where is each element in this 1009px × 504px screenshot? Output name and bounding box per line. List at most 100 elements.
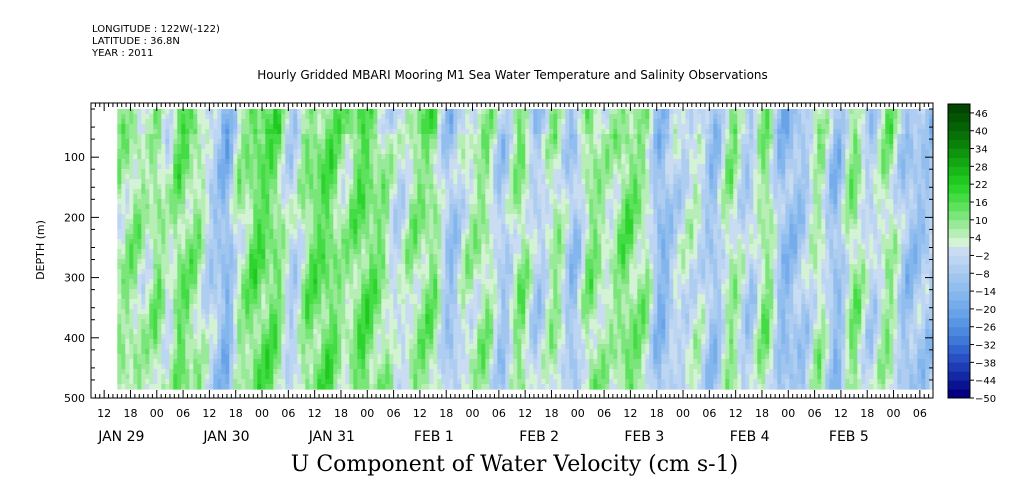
heatmap-cell	[161, 144, 166, 150]
heatmap-cell	[281, 384, 286, 390]
heatmap-cell	[305, 374, 310, 380]
heatmap-cell	[225, 229, 230, 235]
heatmap-cell	[345, 134, 350, 140]
heatmap-cell	[425, 334, 430, 340]
heatmap-cell	[453, 364, 458, 370]
heatmap-cell	[381, 229, 386, 235]
heatmap-cell	[193, 319, 198, 325]
heatmap-cell	[185, 294, 190, 300]
heatmap-cell	[309, 329, 314, 335]
heatmap-cell	[401, 139, 406, 145]
heatmap-cell	[333, 379, 338, 385]
heatmap-cell	[129, 299, 134, 305]
heatmap-cell	[413, 374, 418, 380]
heatmap-cell	[225, 344, 230, 350]
heatmap-cell	[337, 139, 342, 145]
heatmap-cell	[373, 249, 378, 255]
heatmap-cell	[381, 114, 386, 120]
heatmap-cell	[141, 154, 146, 160]
heatmap-cell	[441, 309, 446, 315]
heatmap-cell	[405, 134, 410, 140]
heatmap-cell	[217, 124, 222, 130]
heatmap-cell	[309, 374, 314, 380]
heatmap-cell	[317, 364, 322, 370]
heatmap-cell	[145, 174, 150, 180]
heatmap-cell	[237, 244, 242, 250]
heatmap-cell	[261, 199, 266, 205]
heatmap-cell	[157, 374, 162, 380]
heatmap-cell	[265, 274, 270, 280]
heatmap-cell	[313, 139, 318, 145]
heatmap-cell	[429, 359, 434, 365]
heatmap-cell	[125, 244, 130, 250]
heatmap-cell	[217, 234, 222, 240]
heatmap-cell	[137, 109, 142, 115]
heatmap-cell	[125, 229, 130, 235]
heatmap-cell	[409, 274, 414, 280]
heatmap-cell	[129, 359, 134, 365]
heatmap-cell	[201, 289, 206, 295]
heatmap-cell	[301, 164, 306, 170]
heatmap-cell	[297, 249, 302, 255]
heatmap-cell	[441, 359, 446, 365]
heatmap-cell	[185, 199, 190, 205]
heatmap-cell	[305, 179, 310, 185]
heatmap-cell	[197, 379, 202, 385]
heatmap-cell	[177, 359, 182, 365]
heatmap-cell	[385, 304, 390, 310]
heatmap-cell	[225, 364, 230, 370]
heatmap-cell	[437, 174, 442, 180]
heatmap-cell	[213, 149, 218, 155]
heatmap-cell	[377, 164, 382, 170]
heatmap-cell	[389, 124, 394, 130]
heatmap-cell	[189, 169, 194, 175]
heatmap-cell	[213, 134, 218, 140]
heatmap-cell	[389, 219, 394, 225]
heatmap-cell	[265, 379, 270, 385]
heatmap-cell	[297, 144, 302, 150]
heatmap-cell	[401, 319, 406, 325]
heatmap-cell	[453, 159, 458, 165]
heatmap-cell	[277, 254, 282, 260]
heatmap-cell	[389, 164, 394, 170]
heatmap-cell	[201, 294, 206, 300]
heatmap-cell	[357, 294, 362, 300]
heatmap-cell	[345, 334, 350, 340]
heatmap-cell	[125, 259, 130, 265]
heatmap-cell	[145, 279, 150, 285]
heatmap-cell	[229, 184, 234, 190]
heatmap-cell	[421, 219, 426, 225]
heatmap-cell	[381, 259, 386, 265]
heatmap-cell	[281, 204, 286, 210]
heatmap-cell	[265, 214, 270, 220]
heatmap-cell	[345, 209, 350, 215]
heatmap-cell	[353, 169, 358, 175]
heatmap-cell	[353, 279, 358, 285]
heatmap-cell	[369, 134, 374, 140]
heatmap-cell	[161, 304, 166, 310]
heatmap-cell	[325, 344, 330, 350]
heatmap-cell	[289, 224, 294, 230]
heatmap-cell	[241, 339, 246, 345]
heatmap-cell	[125, 334, 130, 340]
heatmap-cell	[181, 204, 186, 210]
heatmap-cell	[353, 304, 358, 310]
heatmap-cell	[181, 219, 186, 225]
heatmap-cell	[145, 384, 150, 390]
heatmap-cell	[273, 164, 278, 170]
heatmap-cell	[453, 174, 458, 180]
heatmap-cell	[189, 294, 194, 300]
heatmap-cell	[433, 244, 438, 250]
heatmap-cell	[305, 119, 310, 125]
heatmap-cell	[325, 309, 330, 315]
heatmap-cell	[381, 169, 386, 175]
heatmap-cell	[129, 369, 134, 375]
heatmap-cell	[125, 354, 130, 360]
heatmap-cell	[433, 294, 438, 300]
heatmap-cell	[277, 114, 282, 120]
heatmap-cell	[257, 299, 262, 305]
heatmap-cell	[129, 284, 134, 290]
heatmap-cell	[221, 124, 226, 130]
heatmap-cell	[433, 379, 438, 385]
heatmap-cell	[337, 164, 342, 170]
